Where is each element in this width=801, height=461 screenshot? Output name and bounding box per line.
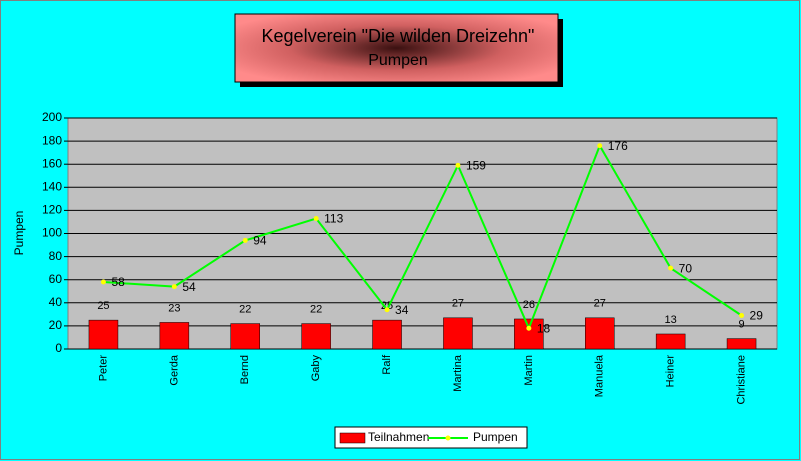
bar xyxy=(230,323,260,350)
y-tick-label: 120 xyxy=(42,203,62,217)
line-value-label: 159 xyxy=(466,159,486,173)
y-tick-label: 40 xyxy=(49,295,63,309)
x-tick-label: Manuela xyxy=(594,354,606,397)
legend-label: Teilnahmen xyxy=(368,430,429,444)
bar xyxy=(159,322,190,350)
x-tick-label: Bernd xyxy=(239,355,251,384)
x-tick-label: Ralf xyxy=(381,354,393,375)
bar-value-label: 26 xyxy=(523,299,535,311)
y-tick-label: 160 xyxy=(42,156,62,170)
chart-title: Kegelverein "Die wilden Dreizehn" xyxy=(262,26,535,46)
y-tick-label: 100 xyxy=(42,226,62,240)
marker xyxy=(668,265,674,271)
bar xyxy=(655,333,686,350)
line-value-label: 29 xyxy=(750,309,764,323)
line-value-label: 94 xyxy=(253,234,267,248)
marker xyxy=(384,307,390,313)
marker xyxy=(100,279,106,285)
legend-swatch xyxy=(339,432,366,444)
y-tick-label: 200 xyxy=(42,110,62,124)
marker xyxy=(526,325,532,331)
line-value-label: 34 xyxy=(395,303,409,317)
legend-label: Pumpen xyxy=(473,430,518,444)
bar xyxy=(514,318,544,350)
line-value-label: 70 xyxy=(679,261,693,275)
bar-value-label: 9 xyxy=(738,319,744,331)
y-tick-label: 0 xyxy=(55,341,62,355)
line-value-label: 54 xyxy=(182,280,196,294)
bar-value-label: 25 xyxy=(97,300,109,312)
x-tick-label: Peter xyxy=(97,355,109,382)
bar-value-label: 22 xyxy=(310,303,322,315)
marker xyxy=(597,143,603,149)
y-axis-label: Pumpen xyxy=(12,211,26,256)
bar xyxy=(726,338,757,350)
y-tick-label: 20 xyxy=(49,318,63,332)
x-tick-label: Gerda xyxy=(168,354,180,385)
bar xyxy=(372,319,402,350)
marker xyxy=(242,237,248,243)
title-box xyxy=(234,13,559,83)
chart-subtitle: Pumpen xyxy=(368,52,428,69)
bar-value-label: 27 xyxy=(452,298,464,310)
bar-value-label: 27 xyxy=(594,298,606,310)
bar-value-label: 13 xyxy=(665,314,677,326)
x-tick-label: Martina xyxy=(452,354,464,392)
x-tick-label: Christiane xyxy=(735,355,747,405)
bar-value-label: 23 xyxy=(168,302,180,314)
y-tick-label: 80 xyxy=(49,249,63,263)
marker xyxy=(171,284,177,290)
marker xyxy=(739,313,745,319)
line-value-label: 18 xyxy=(537,321,551,335)
x-tick-label: Martin xyxy=(523,355,535,386)
bar xyxy=(88,319,119,350)
bar xyxy=(301,323,331,350)
y-tick-label: 140 xyxy=(42,179,62,193)
marker xyxy=(313,215,319,221)
bar xyxy=(443,317,473,350)
y-tick-label: 60 xyxy=(49,272,63,286)
line-value-label: 58 xyxy=(111,275,125,289)
y-tick-label: 180 xyxy=(42,133,62,147)
bar xyxy=(585,317,615,350)
bar-value-label: 22 xyxy=(239,303,251,315)
x-tick-label: Gaby xyxy=(310,355,322,382)
marker xyxy=(455,162,461,168)
line-value-label: 176 xyxy=(608,139,628,153)
x-tick-label: Heiner xyxy=(665,355,677,388)
legend-marker xyxy=(445,435,451,441)
line-value-label: 113 xyxy=(324,212,343,226)
line xyxy=(103,143,743,331)
